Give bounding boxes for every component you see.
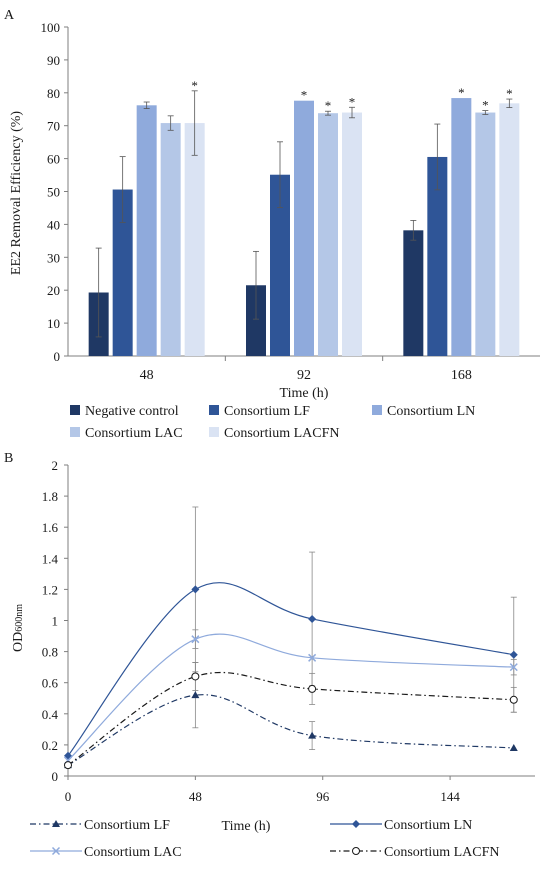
series-line [67,582,514,757]
bar [427,156,448,356]
panel-b-plot: 0 0.2 0.4 0.6 0.8 1 1.2 1.4 1.6 1.8 2 0 48 96 144 [42,458,535,804]
legend-swatch [209,405,219,415]
legend-swatch [70,405,80,415]
bar [475,112,496,356]
legend-label: Consortium LF [84,818,170,833]
significance-marker: * [301,88,308,103]
data-point [509,744,518,752]
data-point [64,761,72,770]
y-tick-label: 1.4 [42,551,59,566]
panel-a-label: A [4,8,15,23]
bar [112,189,133,356]
legend-swatch [372,405,382,415]
series-line [67,694,514,766]
x-tick-label: 48 [189,789,202,804]
significance-marker: * [325,98,332,113]
panel-b-y-axis-label-main: OD [11,632,26,652]
data-point [352,847,360,855]
y-tick-label: 1.8 [42,489,58,504]
panel-a-x-axis-label: Time (h) [280,386,329,401]
y-tick-label: 60 [47,152,60,167]
series-line [67,671,514,766]
y-tick-label: 1.2 [42,582,58,597]
y-tick-label: 1.6 [42,520,59,535]
significance-marker: * [506,86,513,101]
panel-b-legend: Consortium LF Consortium LN Consortium LAC… [30,818,500,860]
y-tick-label: 90 [47,53,60,68]
y-tick-label: 0 [52,769,59,784]
legend-label: Consortium LAC [84,845,182,860]
panel-b-y-axis-label: OD600nm [11,604,26,652]
y-tick-label: 0.8 [42,645,58,660]
y-tick-label: 0 [54,349,61,364]
y-tick-label: 10 [47,316,60,331]
data-point [308,614,317,623]
y-tick-label: 70 [47,119,60,134]
bar [160,123,181,357]
legend-label: Consortium LN [384,818,472,833]
y-tick-label: 20 [47,283,60,298]
y-tick-label: 1 [52,614,59,629]
y-tick-label: 40 [47,217,60,232]
bar [246,285,266,356]
legend-swatch [70,427,80,437]
significance-marker: * [458,85,465,100]
legend-label: Consortium LF [224,404,310,419]
data-point [308,731,317,739]
y-tick-label: 0.4 [42,707,59,722]
data-point [191,635,200,644]
significance-marker: * [349,94,356,109]
bar [499,103,520,356]
y-tick-label: 100 [41,20,61,35]
x-tick-label: 168 [451,368,472,383]
legend-label: Consortium LN [387,404,475,419]
y-tick-label: 2 [52,458,59,473]
data-point [509,695,518,704]
y-tick-label: 30 [47,250,60,265]
legend-label: Consortium LACFN [224,426,340,441]
panel-b-y-axis-label-sub: 600nm [14,604,25,632]
bar [294,100,314,356]
x-tick-label: 0 [65,789,72,804]
legend-label: Consortium LACFN [384,845,500,860]
bar [451,98,472,357]
significance-marker: * [482,98,489,113]
data-point [51,846,61,856]
data-point [52,820,60,827]
y-tick-label: 80 [47,86,60,101]
x-tick-label: 48 [140,368,154,383]
legend-label: Consortium LAC [85,426,183,441]
y-tick-label: 0.6 [42,676,59,691]
data-point [191,672,200,681]
panel-b-x-axis-label: Time (h) [222,819,271,834]
panel-a-plot: 0 10 20 30 40 50 60 70 80 90 100 48 * 92 * * * 168 * * * [41,20,540,383]
panel-b-label: B [4,451,13,466]
bar [136,105,157,356]
bar [403,230,424,356]
data-point [509,650,518,659]
x-tick-label: 92 [297,368,311,383]
bar [342,112,362,356]
bar [318,113,338,356]
panel-a-legend: Negative control Consortium LF Consortium … [70,404,475,441]
data-point [352,820,360,828]
y-tick-label: 50 [47,185,60,200]
legend-label: Negative control [85,404,179,419]
series-line [67,633,514,761]
panel-a-y-axis-label: EE2 Removal Efficiency (%) [9,111,24,276]
y-tick-label: 0.2 [42,738,58,753]
significance-marker: * [191,78,198,93]
data-point [509,663,518,672]
x-tick-label: 96 [316,789,330,804]
bar [270,174,290,356]
data-point [191,691,200,699]
bar [184,123,205,357]
data-point [191,585,200,594]
data-point [308,653,317,662]
x-tick-label: 144 [440,789,460,804]
data-point [308,684,317,693]
legend-swatch [209,427,219,437]
